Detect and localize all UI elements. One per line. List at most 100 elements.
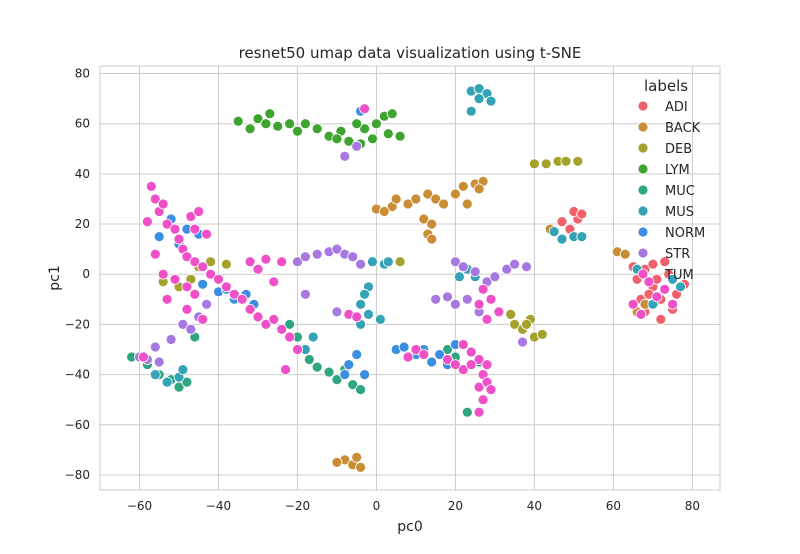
data-point [149,193,161,205]
legend: labels ADI BACK DEB LYM MUC MUS NORM STR TUM [637,77,705,283]
legend-marker [637,184,649,196]
series-lym [232,108,406,150]
data-point [149,369,161,381]
data-point [299,251,311,263]
legend-label: MUS [665,205,694,220]
data-point [181,281,193,293]
data-point [193,206,205,217]
data-point [473,406,485,418]
data-point [667,273,678,285]
data-point [635,308,647,320]
data-point [276,323,288,335]
y-tick-label: −60 [65,418,90,432]
data-point [213,273,224,285]
data-point [169,223,181,235]
legend-marker [637,121,649,133]
legend-marker [637,268,649,280]
legend-item-tum: TUM [637,268,694,283]
legend-item-mus: MUS [637,205,694,220]
data-point [189,288,201,300]
data-point [355,258,367,270]
data-point [149,248,161,260]
data-point [434,349,446,360]
data-point [244,123,256,135]
data-point [465,346,477,358]
data-point [197,278,209,290]
data-point [619,248,631,260]
data-point [145,180,157,192]
plot-area [99,65,721,491]
data-point [260,253,272,265]
y-axis-label: pc1 [47,265,63,291]
data-point [363,308,374,320]
data-point [477,394,489,406]
data-point [627,298,639,310]
data-point [252,311,264,323]
data-point [177,318,189,330]
data-point [268,313,280,325]
data-point [367,133,378,145]
data-point [292,344,303,355]
data-point [157,198,169,210]
data-point [189,223,201,235]
data-point [141,216,153,228]
data-point [355,461,367,473]
data-point [220,258,232,270]
data-point [311,123,323,135]
data-point [311,361,323,373]
data-point [153,356,165,368]
data-point [667,298,678,310]
data-point [517,336,528,348]
data-point [576,208,588,220]
x-tick-label: −20 [285,499,310,513]
series-tum [137,103,678,418]
data-point [461,293,473,305]
data-point [438,198,450,210]
data-point [449,188,461,200]
data-point [572,155,584,167]
data-point [390,193,402,205]
data-point [457,261,469,273]
data-point [252,263,264,275]
legend-label: DEB [665,142,692,157]
data-point [201,228,213,240]
data-point [442,291,453,303]
data-point [161,376,173,388]
data-point [284,331,296,343]
data-point [181,376,193,388]
data-point [331,133,343,145]
data-point [461,406,473,418]
data-point [382,256,394,268]
data-point [426,218,438,230]
data-point [197,313,209,325]
legend-item-deb: DEB [637,142,692,157]
legend-marker [637,205,649,217]
data-point [501,263,513,275]
data-point [675,281,686,293]
data-point [442,354,453,365]
data-point [331,243,343,255]
data-point [351,451,363,463]
data-point [461,198,473,210]
data-point [398,341,410,353]
data-point [394,130,406,142]
x-tick-label: 0 [373,499,381,513]
data-point [386,108,398,120]
legend-item-str: STR [637,247,690,262]
data-point [457,180,469,192]
chart-title: resnet50 umap data visualization using t… [239,44,582,62]
data-point [185,323,197,335]
data-point [485,95,497,107]
y-tick-label: 80 [75,67,90,81]
data-point [303,354,315,365]
legend-title: labels [644,77,688,95]
data-point [189,256,201,268]
data-point [280,364,292,376]
y-tick-label: 40 [75,167,90,181]
x-tick-label: 40 [527,499,542,513]
data-point [493,306,505,318]
y-tick-label: 60 [75,117,90,131]
data-point [359,369,371,381]
y-tick-label: −80 [65,468,90,482]
